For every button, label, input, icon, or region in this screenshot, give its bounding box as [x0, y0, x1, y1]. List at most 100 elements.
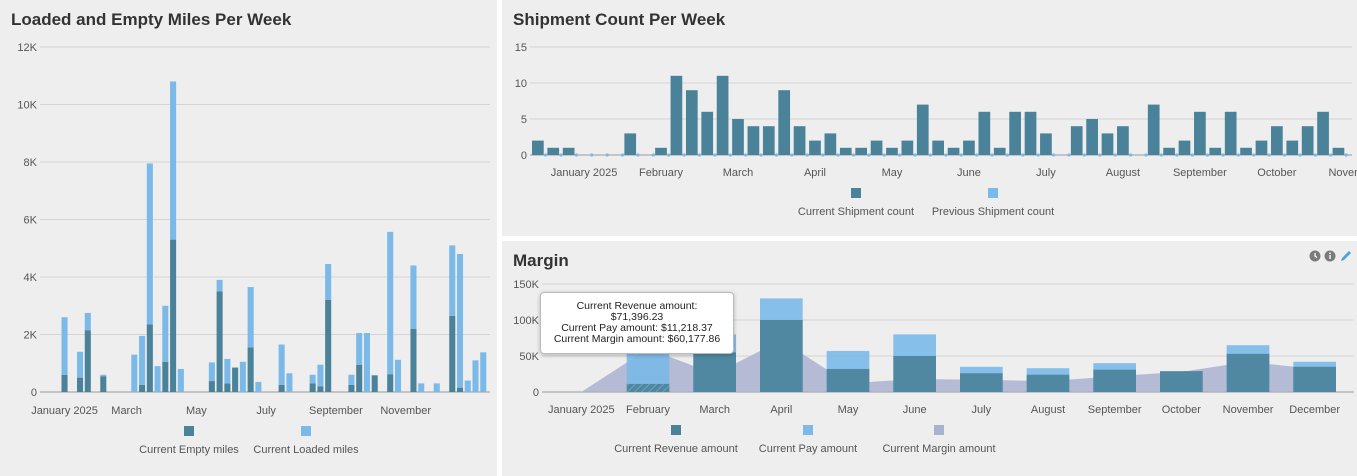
x-month-label: November — [380, 405, 431, 417]
marker-previous-shipments — [1252, 153, 1256, 157]
tooltip-revenue: Current Revenue amount: $71,396.23 — [576, 300, 698, 323]
bar-pay-amount — [626, 383, 670, 392]
bar-empty-miles — [325, 300, 332, 392]
bar-pay-amount — [1026, 374, 1070, 392]
bar-current-shipments — [1224, 111, 1237, 155]
marker-previous-shipments — [867, 153, 871, 157]
bar-current-shipments — [886, 147, 898, 155]
marker-previous-shipments — [1282, 153, 1287, 157]
x-month-label: January 2025 — [551, 167, 618, 179]
bar-pay-amount — [1093, 369, 1136, 392]
bar-loaded-miles — [278, 344, 285, 385]
marker-previous-shipments — [1236, 153, 1240, 157]
bar-loaded-miles — [456, 254, 464, 388]
marker-previous-shipments — [975, 153, 979, 157]
bar-empty-miles — [146, 324, 153, 392]
marker-previous-shipments — [851, 153, 856, 157]
bar-current-shipments — [901, 140, 914, 155]
marker-previous-shipments — [1329, 153, 1333, 157]
bar-loaded-miles — [480, 352, 487, 392]
bar-current-shipments — [870, 140, 883, 155]
bar-loaded-miles — [224, 358, 231, 384]
bar-loaded-miles — [208, 362, 215, 382]
margin-chart: 0 50K 100K 150K January 2025 February March Apr… — [513, 279, 1354, 455]
x-month-label: March — [723, 167, 754, 179]
bar-current-shipments — [624, 133, 637, 155]
bar-loaded-miles — [394, 359, 401, 392]
bar-loaded-miles — [84, 312, 91, 331]
legend-label: Current Margin amount — [882, 443, 995, 455]
y-tick-label: 4K — [24, 272, 38, 284]
x-month-label: September — [309, 405, 363, 417]
bar-empty-miles — [410, 328, 417, 392]
legend-label: Current Revenue amount — [614, 443, 738, 455]
margin-toolbar — [1309, 249, 1353, 268]
bar-current-shipments — [839, 147, 852, 155]
bar-current-shipments — [1209, 147, 1222, 155]
bar-current-shipments — [1086, 119, 1098, 155]
x-month-label: May — [882, 167, 903, 179]
bar-empty-miles — [309, 383, 316, 392]
margin-title: Margin — [513, 251, 569, 270]
clock-icon[interactable] — [1309, 249, 1321, 268]
bar-current-shipments — [1301, 126, 1314, 155]
bar-current-shipments — [824, 133, 837, 155]
miles-title: Loaded and Empty Miles Per Week — [11, 10, 292, 29]
y-tick-label: 10K — [17, 100, 37, 112]
x-month-label: July — [1036, 167, 1056, 179]
bar-loaded-miles — [356, 333, 363, 365]
bar-empty-miles — [456, 387, 464, 392]
marker-previous-shipments — [744, 153, 748, 157]
marker-previous-shipments — [559, 153, 563, 157]
y-tick-label: 2K — [24, 330, 38, 342]
marker-previous-shipments — [1052, 153, 1056, 157]
y-tick-label: 0 — [31, 387, 37, 399]
legend-swatch — [851, 188, 861, 198]
marker-previous-shipments — [620, 153, 625, 157]
edit-icon[interactable] — [1339, 249, 1353, 268]
bar-empty-miles — [348, 384, 355, 392]
legend-label: Current Shipment count — [798, 206, 914, 218]
marker-previous-shipments — [774, 153, 779, 157]
bar-current-shipments — [701, 111, 714, 155]
marker-previous-shipments — [898, 153, 902, 157]
y-tick-label: 12K — [17, 42, 37, 54]
bar-current-shipments — [1271, 126, 1283, 155]
marker-previous-shipments — [836, 153, 840, 157]
bar-current-shipments — [855, 147, 868, 155]
y-tick-label: 0 — [533, 387, 539, 399]
marker-previous-shipments — [1098, 153, 1102, 157]
marker-previous-shipments — [728, 153, 732, 157]
bar-current-shipments — [562, 147, 575, 155]
bar-current-shipments — [809, 140, 821, 155]
bar-empty-miles — [232, 367, 239, 392]
bar-current-shipments — [947, 147, 960, 155]
bar-pay-amount — [826, 368, 870, 392]
info-icon[interactable] — [1324, 249, 1336, 268]
x-month-label: March — [111, 405, 142, 417]
bar-current-shipments — [655, 147, 667, 155]
marker-previous-shipments — [651, 153, 655, 157]
bar-loaded-miles — [146, 163, 153, 325]
bar-empty-miles — [371, 375, 378, 392]
marker-previous-shipments — [1159, 153, 1163, 157]
bar-current-shipments — [1332, 147, 1345, 155]
margin-panel: Margin 0 50K 100K 150K January 2025 February M… — [502, 241, 1357, 476]
bar-loaded-miles — [286, 373, 293, 392]
bar-loaded-miles — [61, 317, 68, 375]
x-month-label: September — [1088, 404, 1142, 416]
bar-current-shipments — [1178, 140, 1191, 155]
x-month-label: August — [1106, 167, 1140, 179]
x-month-label: July — [256, 405, 276, 417]
bar-empty-miles — [61, 374, 68, 392]
y-tick-label: 0 — [521, 150, 527, 162]
margin-tooltip: Current Revenue amount: $71,396.23 Curre… — [540, 292, 734, 354]
bar-current-shipments — [716, 75, 729, 155]
marker-previous-shipments — [959, 153, 963, 157]
bar-loaded-miles — [317, 364, 324, 387]
marker-previous-shipments — [1067, 153, 1071, 157]
bar-empty-miles — [84, 330, 91, 392]
bar-empty-miles — [247, 347, 254, 392]
bar-loaded-miles — [154, 366, 161, 392]
x-month-label: March — [699, 404, 730, 416]
